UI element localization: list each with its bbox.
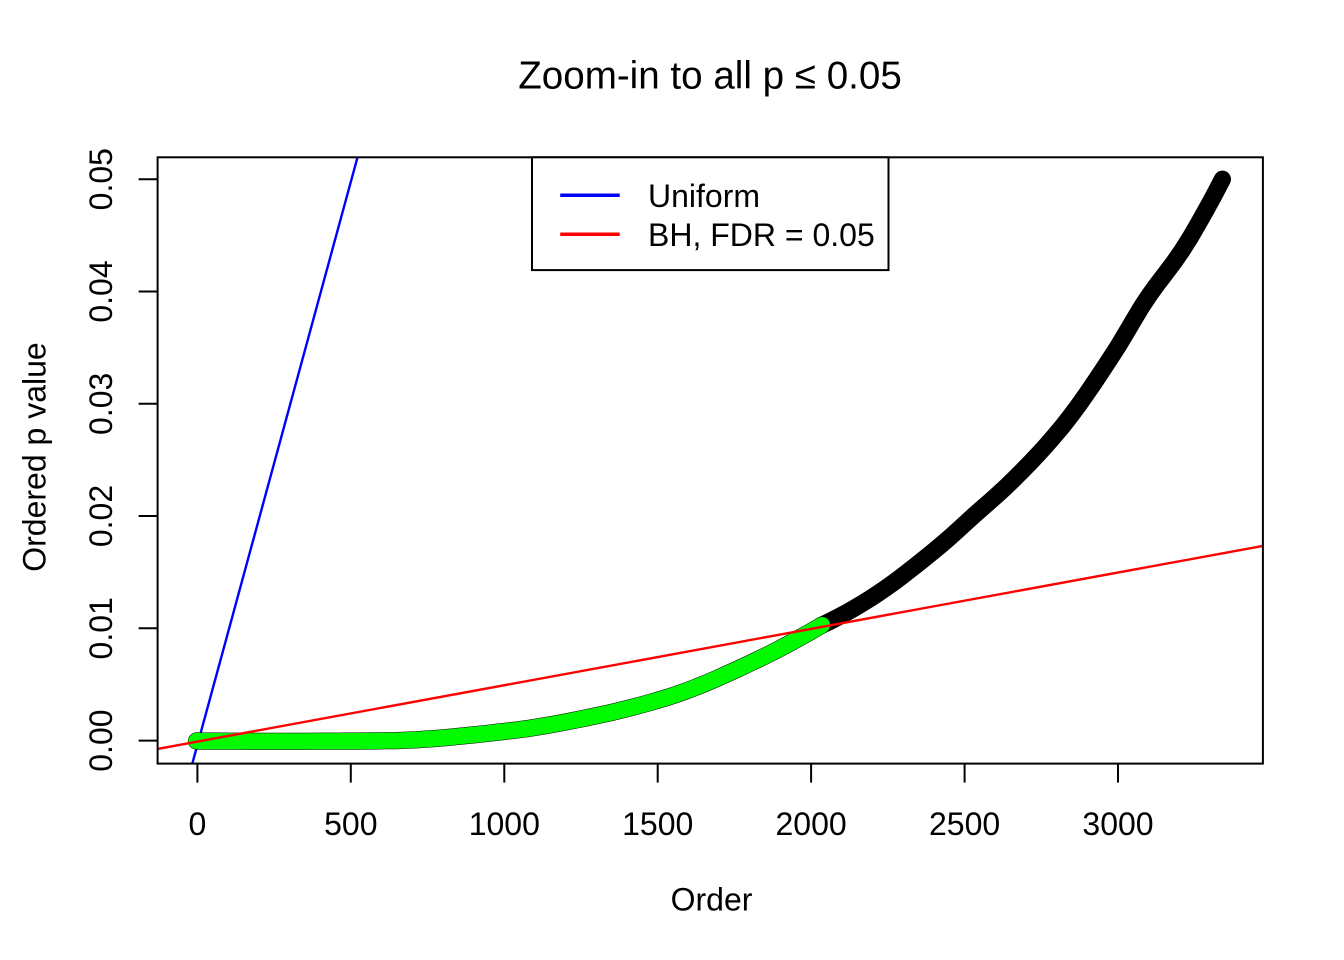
svg-text:0.04: 0.04 bbox=[83, 260, 119, 322]
svg-text:1500: 1500 bbox=[622, 806, 693, 842]
svg-text:Ordered p value: Ordered p value bbox=[17, 342, 53, 571]
svg-text:500: 500 bbox=[324, 806, 377, 842]
svg-text:1000: 1000 bbox=[469, 806, 540, 842]
svg-text:0.03: 0.03 bbox=[83, 373, 119, 435]
svg-text:BH, FDR = 0.05: BH, FDR = 0.05 bbox=[648, 217, 875, 253]
svg-text:0.01: 0.01 bbox=[83, 597, 119, 659]
svg-text:2500: 2500 bbox=[929, 806, 1000, 842]
svg-text:2000: 2000 bbox=[776, 806, 847, 842]
svg-text:3000: 3000 bbox=[1082, 806, 1153, 842]
svg-text:Order: Order bbox=[671, 882, 753, 918]
svg-text:0.00: 0.00 bbox=[83, 709, 119, 771]
svg-text:Zoom-in to all p ≤ 0.05: Zoom-in to all p ≤ 0.05 bbox=[518, 55, 902, 98]
svg-text:Uniform: Uniform bbox=[648, 178, 760, 214]
svg-text:0.05: 0.05 bbox=[83, 148, 119, 210]
svg-text:0: 0 bbox=[189, 806, 207, 842]
svg-text:0.02: 0.02 bbox=[83, 485, 119, 547]
